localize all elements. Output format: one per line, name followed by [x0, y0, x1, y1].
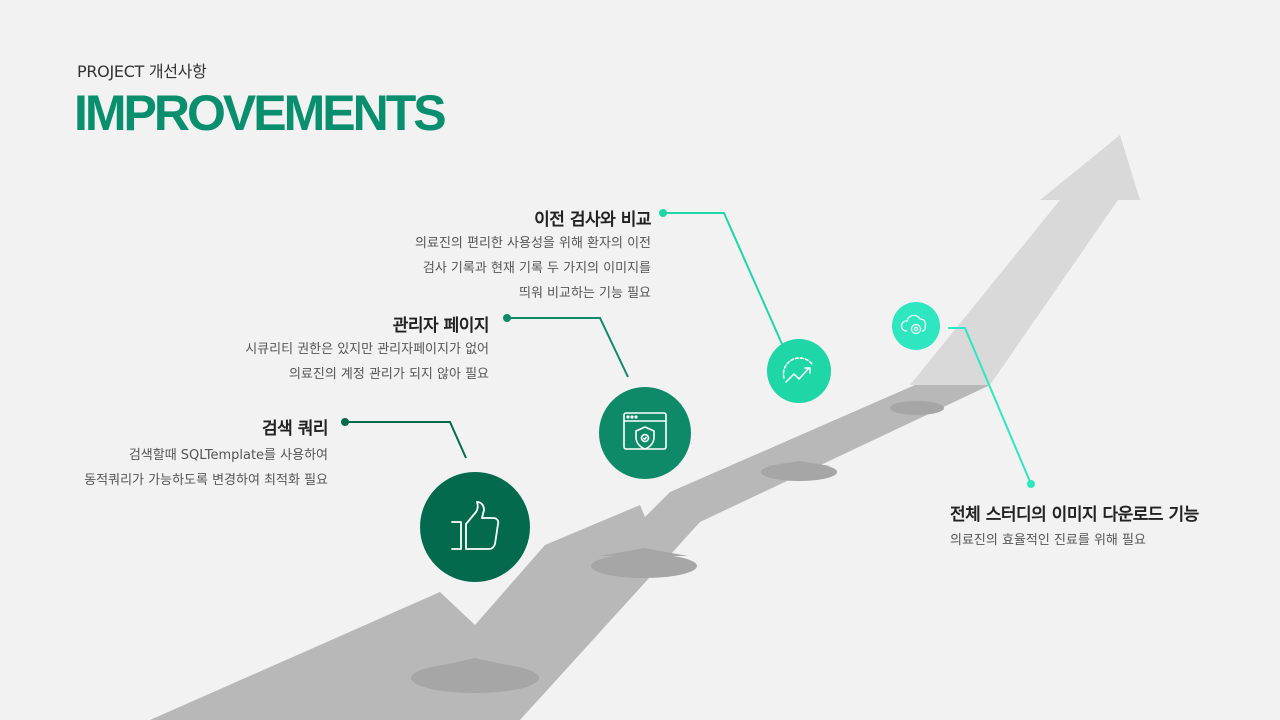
connector-dot-1 [341, 418, 349, 426]
connector-dot-2 [503, 314, 511, 322]
connector-line-3 [663, 212, 783, 345]
connector-dot-3 [659, 209, 667, 217]
desc-line: 검사 기록과 현재 기록 두 가지의 이미지를 [422, 261, 651, 276]
road-step [768, 461, 830, 466]
connector-line-4 [948, 327, 1032, 485]
desc-line: 의료진의 효율적인 진료를 위해 필요 [950, 533, 1146, 548]
slide-title: IMPROVEMENTS [74, 85, 447, 141]
item-title-download: 전체 스터디의 이미지 다운로드 기능 [950, 505, 1199, 525]
item-desc-compare: 의료진의 편리한 사용성을 위해 환자의 이전 검사 기록과 현재 기록 두 가… [415, 231, 651, 306]
slide-subtitle: PROJECT 개선사항 [77, 62, 207, 81]
connector-line-2 [507, 317, 629, 378]
connector-line-1 [345, 421, 467, 459]
item-title-search-query: 검색 쿼리 [262, 419, 328, 439]
road-step [890, 401, 944, 415]
thumbs-up-icon [420, 472, 530, 582]
item-desc-search-query: 검색할때 SQLTemplate를 사용하여 동적쿼리가 가능하도록 변경하여 … [84, 443, 328, 493]
road-step [761, 463, 837, 481]
cloud-gear-icon [892, 302, 940, 350]
road-step [430, 658, 520, 668]
growth-chart-icon [767, 339, 831, 403]
browser-shield-icon [599, 387, 691, 479]
item-desc-admin-page: 시큐리티 권한은 있지만 관리자페이지가 없어 의료진의 계정 관리가 되지 않… [245, 337, 489, 387]
desc-line: 띄워 비교하는 기능 필요 [519, 286, 651, 301]
road-step [591, 554, 697, 578]
road-step [411, 663, 539, 693]
item-title-compare: 이전 검사와 비교 [534, 210, 651, 230]
road-step [600, 548, 688, 556]
item-title-admin-page: 관리자 페이지 [392, 316, 490, 336]
desc-line: 검색할때 SQLTemplate를 사용하여 [128, 448, 328, 463]
arrow-shape [910, 135, 1140, 385]
desc-line: 동적쿼리가 가능하도록 변경하여 최적화 필요 [84, 473, 328, 488]
item-desc-download: 의료진의 효율적인 진료를 위해 필요 [950, 528, 1146, 553]
desc-line: 의료진의 편리한 사용성을 위해 환자의 이전 [415, 236, 651, 251]
desc-line: 시큐리티 권한은 있지만 관리자페이지가 없어 [245, 342, 489, 357]
connector-dot-4 [1027, 480, 1035, 488]
desc-line: 의료진의 계정 관리가 되지 않아 필요 [288, 367, 489, 382]
